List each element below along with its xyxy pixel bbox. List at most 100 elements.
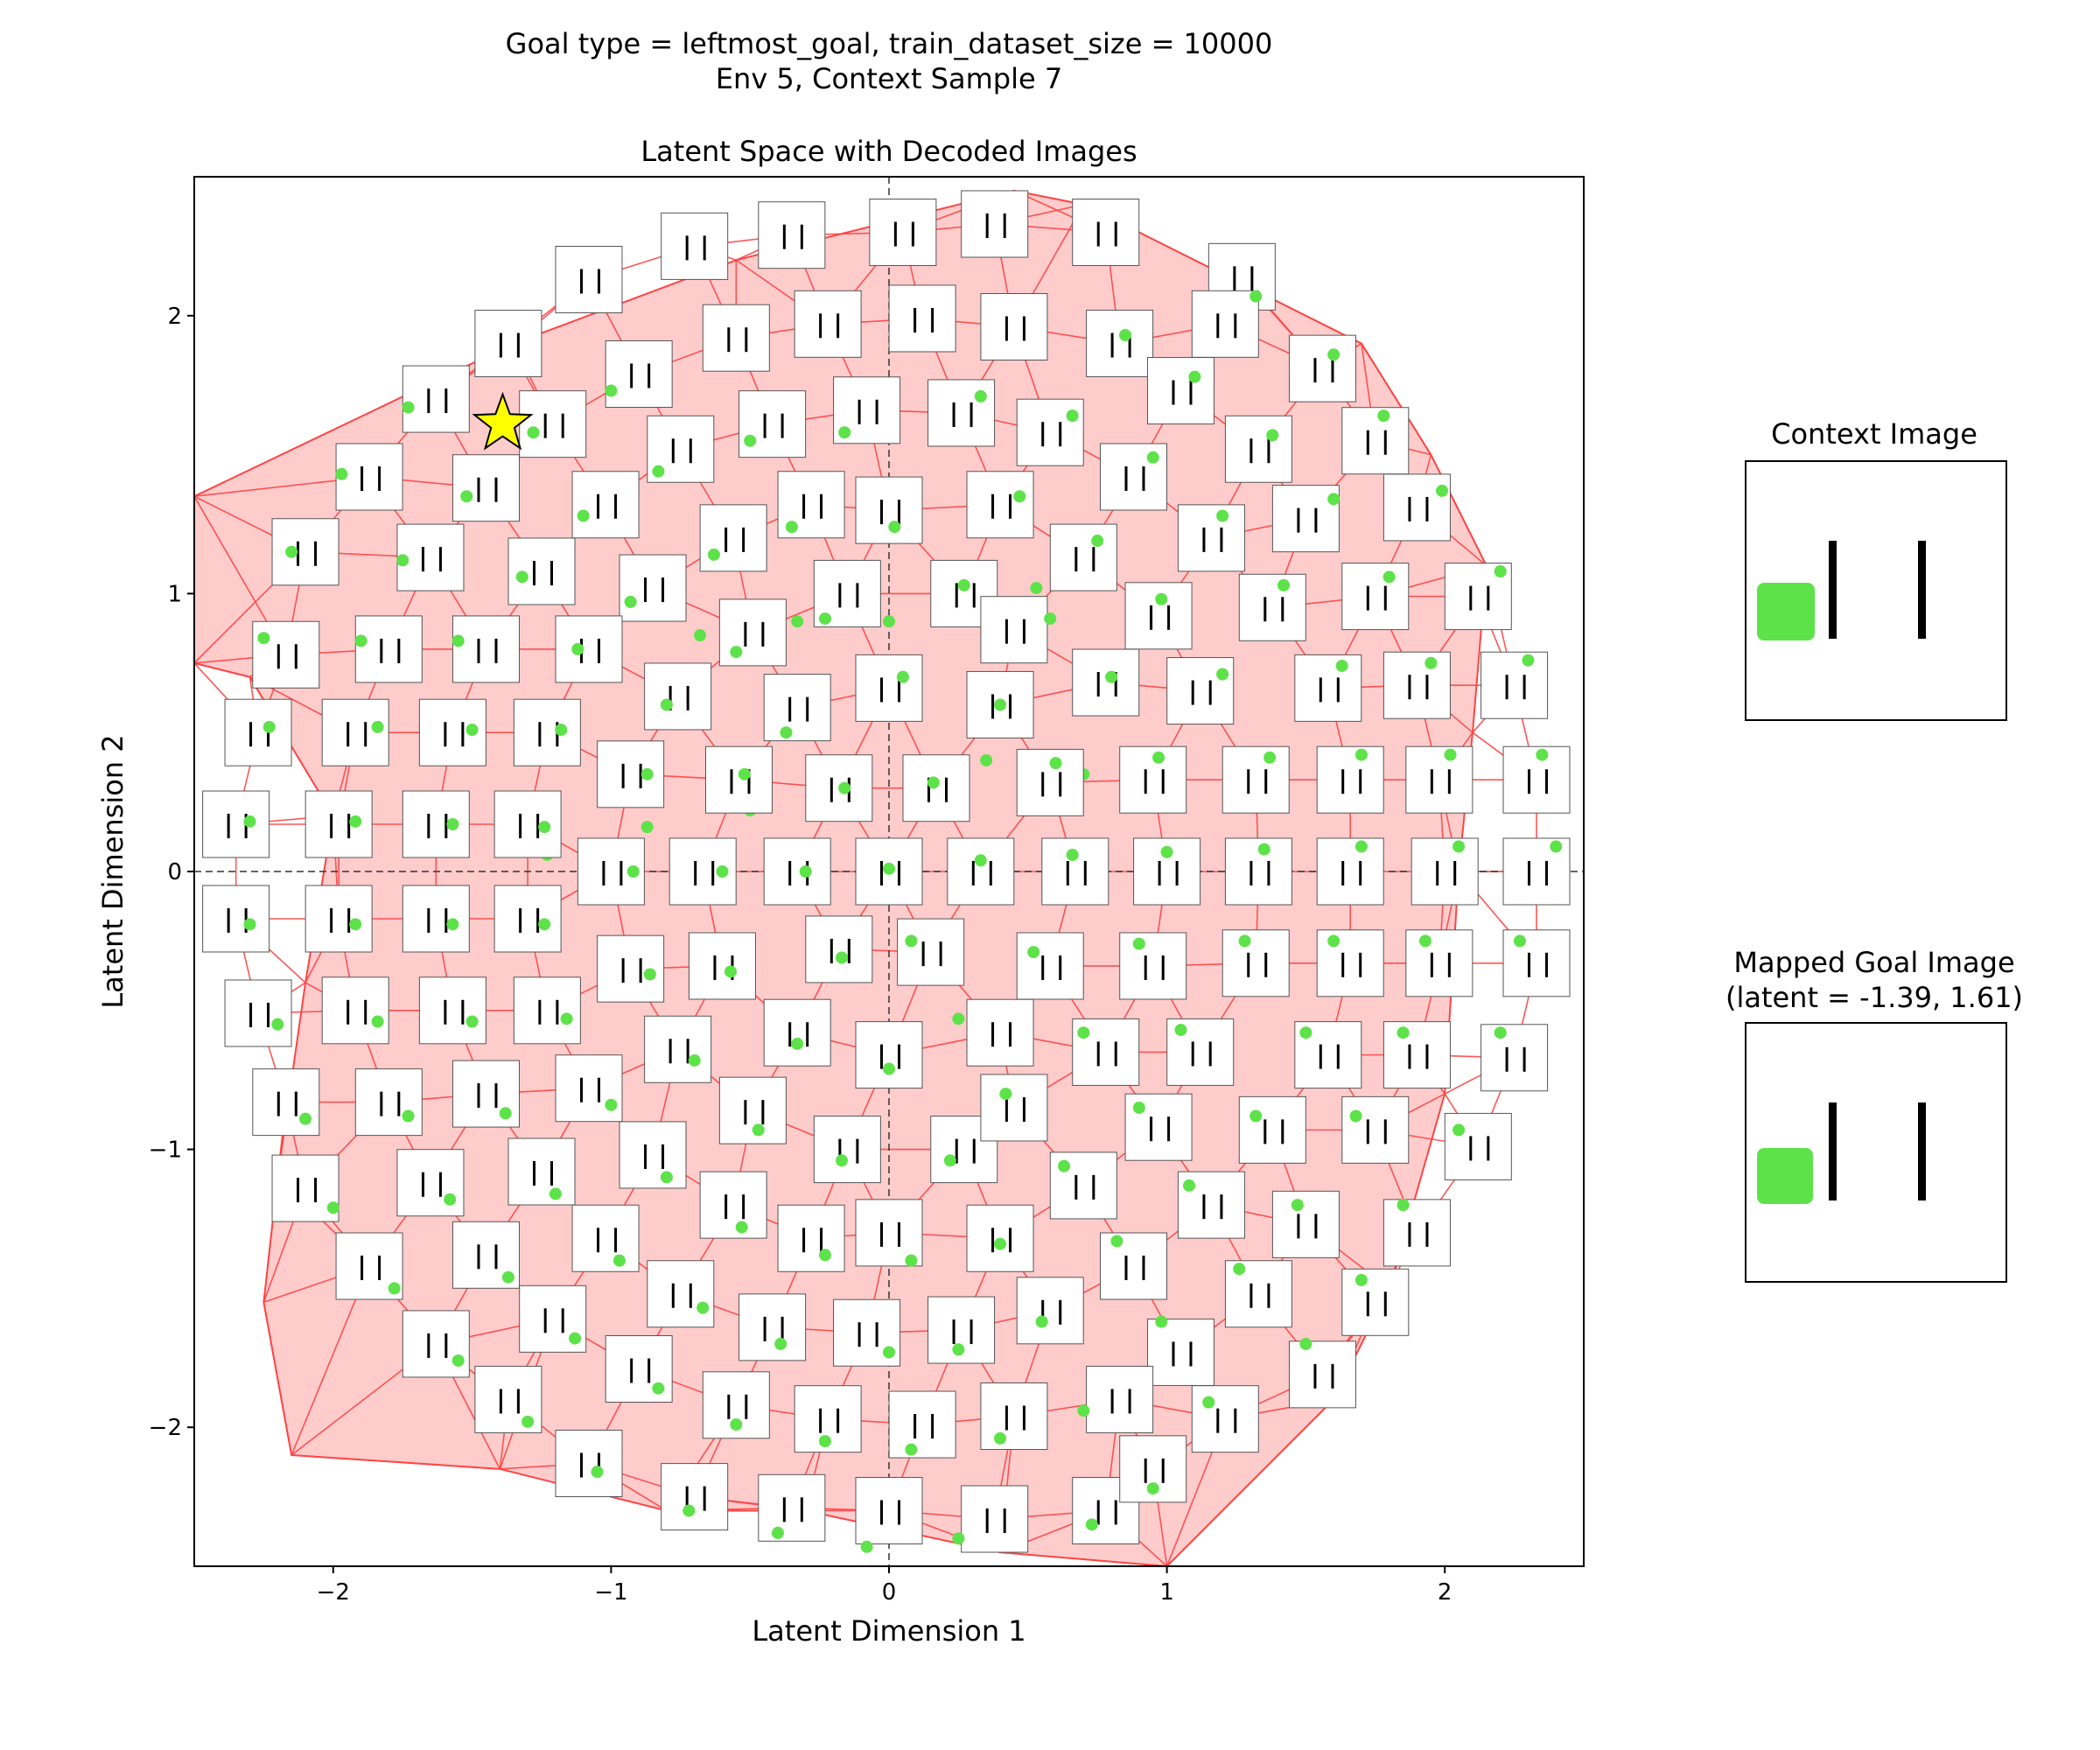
decoded-image-frame — [661, 1463, 729, 1531]
decoded-image — [647, 415, 715, 483]
decoded-image-frame — [1502, 746, 1571, 814]
decoded-wall-right — [1059, 1299, 1062, 1325]
decoded-wall-right — [614, 494, 618, 519]
decoded-wall-left — [644, 1144, 648, 1169]
decoded-agent-dot — [466, 1015, 479, 1028]
decoded-agent-dot — [1424, 656, 1438, 669]
decoded-wall-right — [397, 638, 401, 663]
decoded-wall-right — [875, 399, 878, 424]
decoded-image-frame — [897, 918, 965, 986]
context-wall-left — [1829, 541, 1837, 639]
decoded-image-frame — [1016, 1277, 1084, 1345]
decoded-wall-right — [1003, 1508, 1006, 1534]
decoded-agent-dot — [818, 1249, 831, 1262]
decoded-image-frame — [605, 340, 673, 408]
decoded-wall-left — [346, 722, 350, 747]
decoded-wall-right — [1250, 266, 1254, 291]
decoded-agent-dot — [1085, 1518, 1098, 1531]
decoded-image — [1502, 746, 1571, 814]
decoded-wall-right — [1487, 585, 1490, 611]
decoded-image-frame — [869, 199, 937, 267]
decoded-image — [304, 790, 373, 858]
decoded-image — [1502, 837, 1571, 906]
decoded-wall-right — [364, 999, 368, 1025]
decoded-image-frame — [402, 365, 470, 433]
decoded-image-frame — [1072, 199, 1140, 267]
decoded-image-frame — [1341, 407, 1410, 475]
decoded-image — [947, 837, 1015, 906]
decoded-wall-left — [991, 494, 995, 519]
decoded-image — [354, 615, 423, 683]
decoded-agent-dot — [994, 698, 1007, 711]
decoded-image-frame — [335, 443, 403, 511]
decoded-wall-right — [1009, 1228, 1012, 1253]
x-tick-label: 1 — [1159, 1579, 1174, 1606]
decoded-agent-dot — [1183, 1179, 1196, 1192]
decoded-agent-dot — [730, 1418, 743, 1432]
decoded-image — [335, 443, 403, 511]
decoded-image — [619, 1121, 687, 1189]
decoded-agent-dot — [652, 1382, 665, 1395]
decoded-agent-dot — [1354, 840, 1368, 853]
decoded-image — [555, 615, 623, 683]
decoded-wall-left — [427, 907, 430, 933]
decoded-wall-right — [438, 1172, 442, 1197]
decoded-wall-right — [1425, 496, 1429, 522]
decoded-wall-left — [1247, 952, 1250, 977]
decoded-image — [605, 340, 673, 408]
decoded-agent-dot — [716, 865, 729, 878]
decoded-agent-dot — [446, 818, 459, 831]
decoded-agent-dot — [836, 951, 849, 964]
decoded-image — [1072, 648, 1140, 717]
decoded-wall-left — [1341, 861, 1345, 886]
decoded-wall-left — [1250, 438, 1253, 464]
decoded-image — [1480, 1024, 1549, 1092]
decoded-image-frame — [224, 698, 292, 766]
decoded-image — [1016, 1277, 1084, 1345]
decoded-wall-right — [1545, 861, 1549, 886]
decoded-wall-left — [744, 621, 747, 647]
decoded-wall-right — [1128, 1389, 1131, 1414]
y-tick-label: −2 — [149, 1415, 182, 1441]
decoded-agent-dot — [1250, 1110, 1263, 1123]
decoded-image-frame — [519, 390, 587, 458]
decoded-wall-right — [1425, 1222, 1429, 1247]
decoded-wall-right — [314, 541, 318, 566]
decoded-image-frame — [619, 1121, 687, 1189]
decoded-image-frame — [1146, 357, 1214, 425]
decoded-agent-dot — [371, 1015, 384, 1028]
decoded-wall-left — [360, 466, 364, 492]
decoded-image — [513, 976, 581, 1045]
decoded-agent-dot — [1152, 751, 1166, 764]
decoded-agent-dot — [1349, 1110, 1362, 1123]
decoded-agent-dot — [1105, 670, 1118, 683]
decoded-image-frame — [224, 979, 292, 1047]
decoded-wall-left — [1216, 1408, 1220, 1433]
decoded-wall-left — [991, 1228, 995, 1253]
decoded-image — [304, 885, 373, 953]
decoded-image-frame — [1316, 746, 1384, 814]
decoded-agent-dot — [883, 1062, 895, 1075]
decoded-wall-left — [727, 327, 731, 353]
decoded-wall-left — [621, 958, 625, 984]
decoded-agent-dot — [738, 767, 751, 780]
decoded-image-frame — [571, 471, 640, 539]
decoded-image-frame — [402, 790, 470, 858]
decoded-wall-left — [1430, 769, 1433, 794]
decoded-image-frame — [513, 698, 581, 766]
decoded-wall-right — [461, 999, 465, 1025]
decoded-agent-dot — [707, 548, 720, 561]
decoded-wall-right — [1189, 380, 1193, 405]
goal-title-line-2: (latent = -1.39, 1.61) — [1725, 981, 2024, 1014]
decoded-wall-right — [1114, 672, 1117, 697]
decoded-image-frame — [1016, 932, 1084, 1000]
decoded-wall-left — [985, 213, 989, 238]
decoded-wall-right — [1336, 677, 1340, 703]
decoded-image-frame — [888, 284, 956, 353]
decoded-wall-right — [556, 999, 559, 1025]
decoded-agent-dot — [1257, 843, 1270, 856]
decoded-image-frame — [452, 454, 520, 522]
decoded-wall-left — [1408, 675, 1411, 700]
decoded-wall-left — [1096, 1041, 1100, 1067]
decoded-agent-dot — [735, 1221, 748, 1234]
